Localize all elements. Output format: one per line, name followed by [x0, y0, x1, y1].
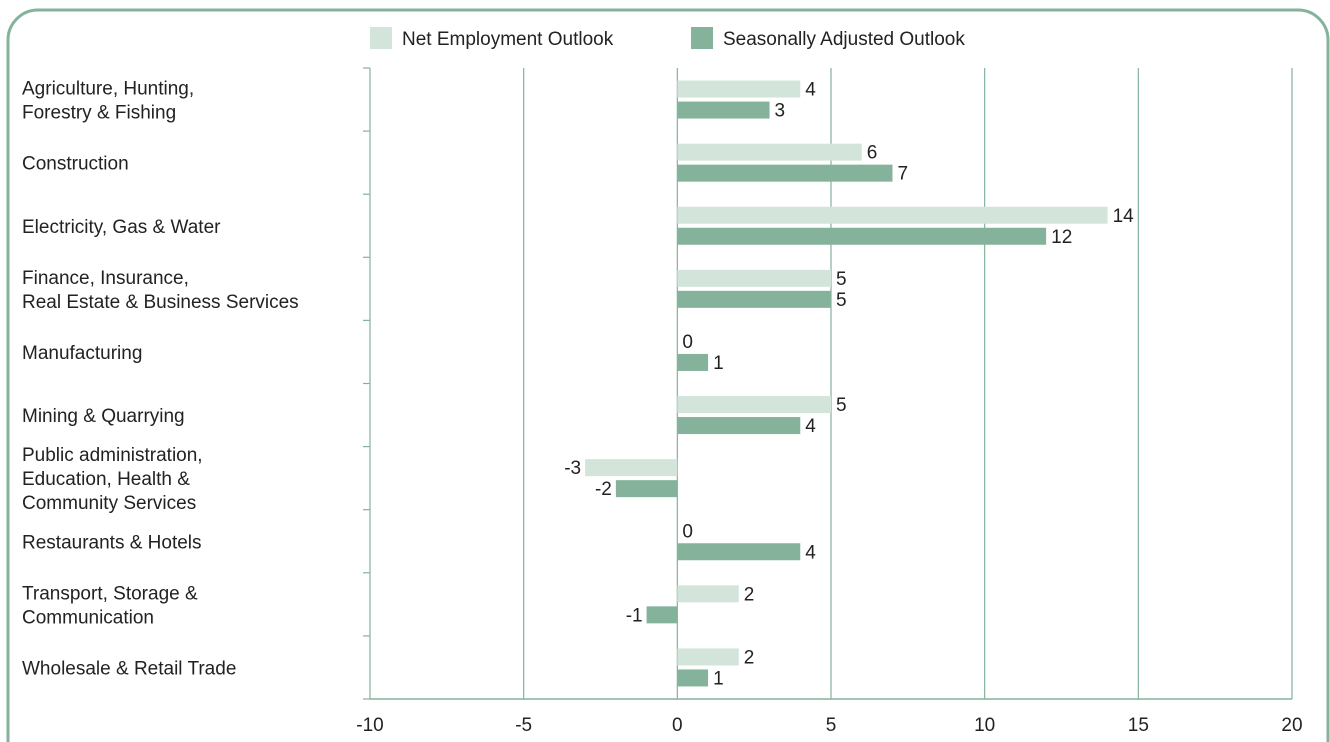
- value-label-net: 2: [744, 584, 755, 605]
- legend-swatch-seasonal: [691, 27, 713, 49]
- legend-label-net: Net Employment Outlook: [402, 29, 614, 50]
- bar-net-employment: [677, 206, 1108, 224]
- category-label: Manufacturing: [22, 343, 142, 364]
- value-label-net: 4: [805, 80, 816, 101]
- bars: [585, 80, 1108, 687]
- category-label: Construction: [22, 154, 129, 175]
- value-label-net: 5: [836, 269, 847, 290]
- labels: Agriculture, Hunting, Forestry & Fishing C…: [22, 79, 1134, 690]
- bar-net-employment: [677, 585, 739, 603]
- x-tick-label: 20: [1281, 715, 1302, 736]
- category-label: Finance, Insurance,: [22, 268, 189, 289]
- legend: Net Employment Outlook Seasonally Adjust…: [370, 27, 965, 50]
- category-label: Forestry & Fishing: [22, 103, 176, 124]
- bar-seasonally-adjusted: [615, 480, 678, 498]
- bar-net-employment: [677, 648, 739, 666]
- chart-frame: [6, 8, 1330, 742]
- bar-net-employment: [677, 269, 831, 287]
- value-label-net: -3: [564, 458, 581, 479]
- bar-seasonally-adjusted: [677, 417, 801, 435]
- category-label: Public administration,: [22, 445, 203, 466]
- value-label-net: 5: [836, 395, 847, 416]
- bar-seasonally-adjusted: [677, 353, 709, 371]
- value-label-seasonal: 4: [805, 416, 816, 437]
- axes: -10 -5 0 5 10 15 20: [356, 67, 1303, 736]
- bar-seasonally-adjusted: [677, 290, 831, 308]
- bar-seasonally-adjusted: [677, 164, 893, 182]
- value-label-net: 0: [682, 332, 693, 353]
- bar-net-employment: [585, 459, 678, 477]
- category-label: Communication: [22, 607, 154, 628]
- category-label: Transport, Storage &: [22, 583, 198, 604]
- category-label: Electricity, Gas & Water: [22, 217, 221, 238]
- value-label-net: 2: [744, 647, 755, 668]
- value-label-seasonal: 1: [713, 353, 724, 374]
- x-tick-label: 0: [672, 715, 683, 736]
- bar-net-employment: [677, 396, 831, 414]
- value-label-seasonal: 3: [775, 101, 786, 122]
- x-tick-label: 5: [826, 715, 837, 736]
- value-label-net: 6: [867, 143, 878, 164]
- category-label: Real Estate & Business Services: [22, 292, 299, 313]
- x-tick-label: 10: [974, 715, 995, 736]
- category-label: Education, Health &: [22, 469, 190, 490]
- bar-net-employment: [677, 80, 801, 98]
- x-tick-label: -10: [356, 715, 383, 736]
- category-label: Agriculture, Hunting,: [22, 79, 194, 100]
- value-label-net: 0: [682, 521, 693, 542]
- value-label-seasonal: 12: [1051, 227, 1072, 248]
- bar-seasonally-adjusted: [677, 543, 801, 561]
- value-label-seasonal: 1: [713, 668, 724, 689]
- value-label-seasonal: 4: [805, 542, 816, 563]
- bar-seasonally-adjusted: [677, 227, 1047, 245]
- value-label-seasonal: -2: [595, 479, 612, 500]
- bar-seasonally-adjusted: [646, 606, 678, 624]
- category-label: Wholesale & Retail Trade: [22, 658, 236, 679]
- bar-seasonally-adjusted: [677, 669, 709, 687]
- bar-seasonally-adjusted: [677, 101, 770, 119]
- value-label-net: 14: [1113, 206, 1135, 227]
- value-label-seasonal: 7: [897, 164, 908, 185]
- bar-net-employment: [677, 143, 862, 161]
- value-label-seasonal: -1: [626, 605, 643, 626]
- category-label: Mining & Quarrying: [22, 406, 185, 427]
- legend-label-seasonal: Seasonally Adjusted Outlook: [723, 29, 965, 50]
- legend-swatch-net: [370, 27, 392, 49]
- category-label: Community Services: [22, 493, 196, 514]
- value-label-seasonal: 5: [836, 290, 847, 311]
- x-tick-label: 15: [1128, 715, 1149, 736]
- grid: [369, 68, 1293, 699]
- category-label: Restaurants & Hotels: [22, 532, 202, 553]
- x-tick-label: -5: [515, 715, 532, 736]
